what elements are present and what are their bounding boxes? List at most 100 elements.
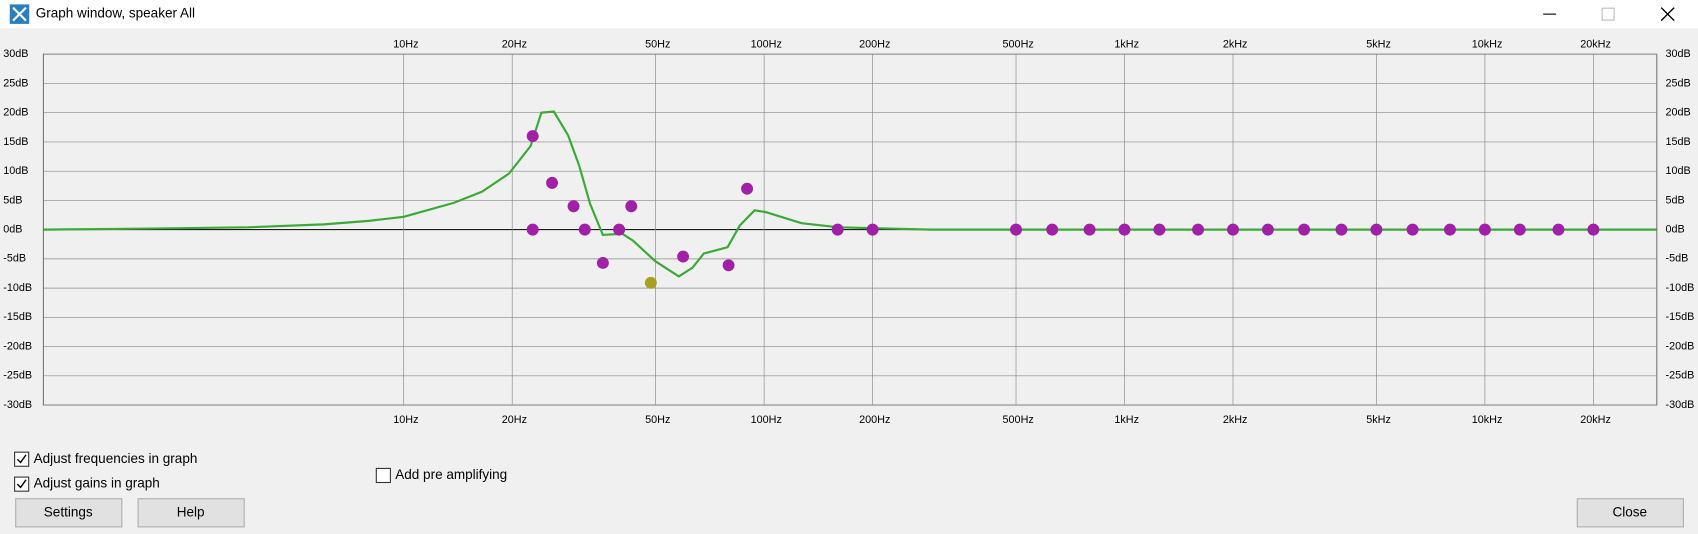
y-tick-label: 25dB <box>3 77 28 89</box>
y-tick-label: 20dB <box>3 107 28 119</box>
y-tick-label: -5dB <box>3 253 26 265</box>
eq-point[interactable] <box>613 223 626 236</box>
eq-point[interactable] <box>1118 223 1131 236</box>
eq-point[interactable] <box>578 223 591 236</box>
x-tick-label-top: 1kHz <box>1114 38 1139 50</box>
y-tick-label: -20dB <box>3 340 32 352</box>
x-tick-label: 500Hz <box>1003 414 1034 426</box>
y-tick-label: -30dB <box>3 399 32 411</box>
x-tick-label-top: 50Hz <box>645 38 670 50</box>
y-tick-label-right: 0dB <box>1666 223 1685 235</box>
x-tick-label: 10Hz <box>393 414 418 426</box>
y-tick-label-right: -15dB <box>1666 311 1695 323</box>
y-tick-label-right: -10dB <box>1666 282 1695 294</box>
y-tick-label-right: 25dB <box>1666 77 1691 89</box>
window-title: Graph window, speaker All <box>36 6 195 21</box>
eq-point[interactable] <box>1444 223 1456 236</box>
x-tick-label: 200Hz <box>859 414 890 426</box>
y-tick-label-right: -30dB <box>1666 399 1695 411</box>
x-tick-label: 100Hz <box>751 414 782 426</box>
eq-point[interactable] <box>1478 223 1491 236</box>
checkbox[interactable] <box>375 467 391 484</box>
x-tick-label: 20kHz <box>1580 414 1611 426</box>
eq-point[interactable] <box>526 223 539 236</box>
button-label: Settings <box>44 504 93 519</box>
response-curve <box>43 110 1657 278</box>
eq-point[interactable] <box>526 130 539 143</box>
y-tick-label-right: 5dB <box>1666 194 1685 206</box>
eq-point[interactable] <box>546 176 559 189</box>
y-tick-label-right: 30dB <box>1666 48 1691 60</box>
x-tick-label-top: 10kHz <box>1472 38 1503 50</box>
y-tick-label: 30dB <box>3 48 28 60</box>
x-tick-label: 2kHz <box>1223 414 1248 426</box>
app-icon <box>9 4 30 24</box>
eq-point[interactable] <box>1227 223 1239 236</box>
eq-point[interactable] <box>1083 223 1096 236</box>
checkbox[interactable] <box>14 451 30 467</box>
x-tick-label: 1kHz <box>1114 414 1139 426</box>
maximize-button[interactable] <box>1601 7 1615 21</box>
eq-point[interactable] <box>1153 223 1166 236</box>
checkbox-label: Adjust gains in graph <box>34 476 160 491</box>
x-tick-label-top: 100Hz <box>751 38 782 50</box>
eq-point[interactable] <box>1261 223 1274 236</box>
x-tick-label: 10kHz <box>1472 414 1503 426</box>
x-tick-label-top: 10Hz <box>393 38 418 50</box>
y-tick-label-right: 15dB <box>1666 136 1691 148</box>
x-tick-label-top: 2kHz <box>1223 38 1248 50</box>
checkbox[interactable] <box>14 476 30 492</box>
eq-point[interactable] <box>1335 223 1348 236</box>
button[interactable] <box>137 498 245 528</box>
checkmark <box>16 454 27 464</box>
button-label: Close <box>1612 504 1647 519</box>
eq-point[interactable] <box>722 259 735 272</box>
x-tick-label-top: 20Hz <box>502 38 527 50</box>
eq-point[interactable] <box>644 276 657 289</box>
eq-point[interactable] <box>1587 223 1600 236</box>
y-tick-label-right: -5dB <box>1666 253 1689 265</box>
checkmark <box>16 479 27 489</box>
y-tick-label-right: 10dB <box>1666 165 1691 177</box>
button[interactable] <box>15 498 123 528</box>
title-bar <box>0 0 1698 29</box>
button[interactable] <box>1576 498 1684 528</box>
y-tick-label: 10dB <box>3 165 28 177</box>
x-tick-label: 20Hz <box>502 414 527 426</box>
y-tick-label-right: 20dB <box>1666 107 1691 119</box>
eq-point[interactable] <box>1513 223 1526 236</box>
eq-point[interactable] <box>831 223 844 236</box>
eq-point[interactable] <box>596 257 609 269</box>
eq-point[interactable] <box>741 182 754 195</box>
y-tick-label-right: -20dB <box>1666 340 1695 352</box>
eq-point[interactable] <box>1010 223 1022 236</box>
eq-point[interactable] <box>1298 223 1311 236</box>
y-tick-label: 0dB <box>3 223 22 235</box>
eq-point[interactable] <box>625 200 638 213</box>
checkbox-label: Adjust frequencies in graph <box>34 451 198 466</box>
x-tick-label-top: 500Hz <box>1003 38 1034 50</box>
eq-point[interactable] <box>1406 223 1419 236</box>
x-tick-label-top: 20kHz <box>1580 38 1611 50</box>
eq-point[interactable] <box>1046 223 1059 236</box>
x-tick-label-top: 200Hz <box>859 38 890 50</box>
y-tick-label: 15dB <box>3 136 28 148</box>
eq-point[interactable] <box>866 223 879 236</box>
x-tick-label-top: 5kHz <box>1366 38 1391 50</box>
eq-point[interactable] <box>677 250 690 263</box>
close-window-button[interactable] <box>1660 7 1675 22</box>
x-tick-label: 50Hz <box>645 414 670 426</box>
eq-point[interactable] <box>567 200 580 213</box>
eq-point[interactable] <box>1370 223 1383 236</box>
eq-point[interactable] <box>1192 223 1205 236</box>
y-tick-label: -25dB <box>3 370 32 382</box>
y-tick-label: -10dB <box>3 282 32 294</box>
button-label: Help <box>177 504 205 519</box>
y-tick-label: 5dB <box>3 194 22 206</box>
y-tick-label: -15dB <box>3 311 32 323</box>
eq-point[interactable] <box>1552 223 1565 236</box>
x-tick-label: 5kHz <box>1366 414 1391 426</box>
y-tick-label-right: -25dB <box>1666 370 1695 382</box>
